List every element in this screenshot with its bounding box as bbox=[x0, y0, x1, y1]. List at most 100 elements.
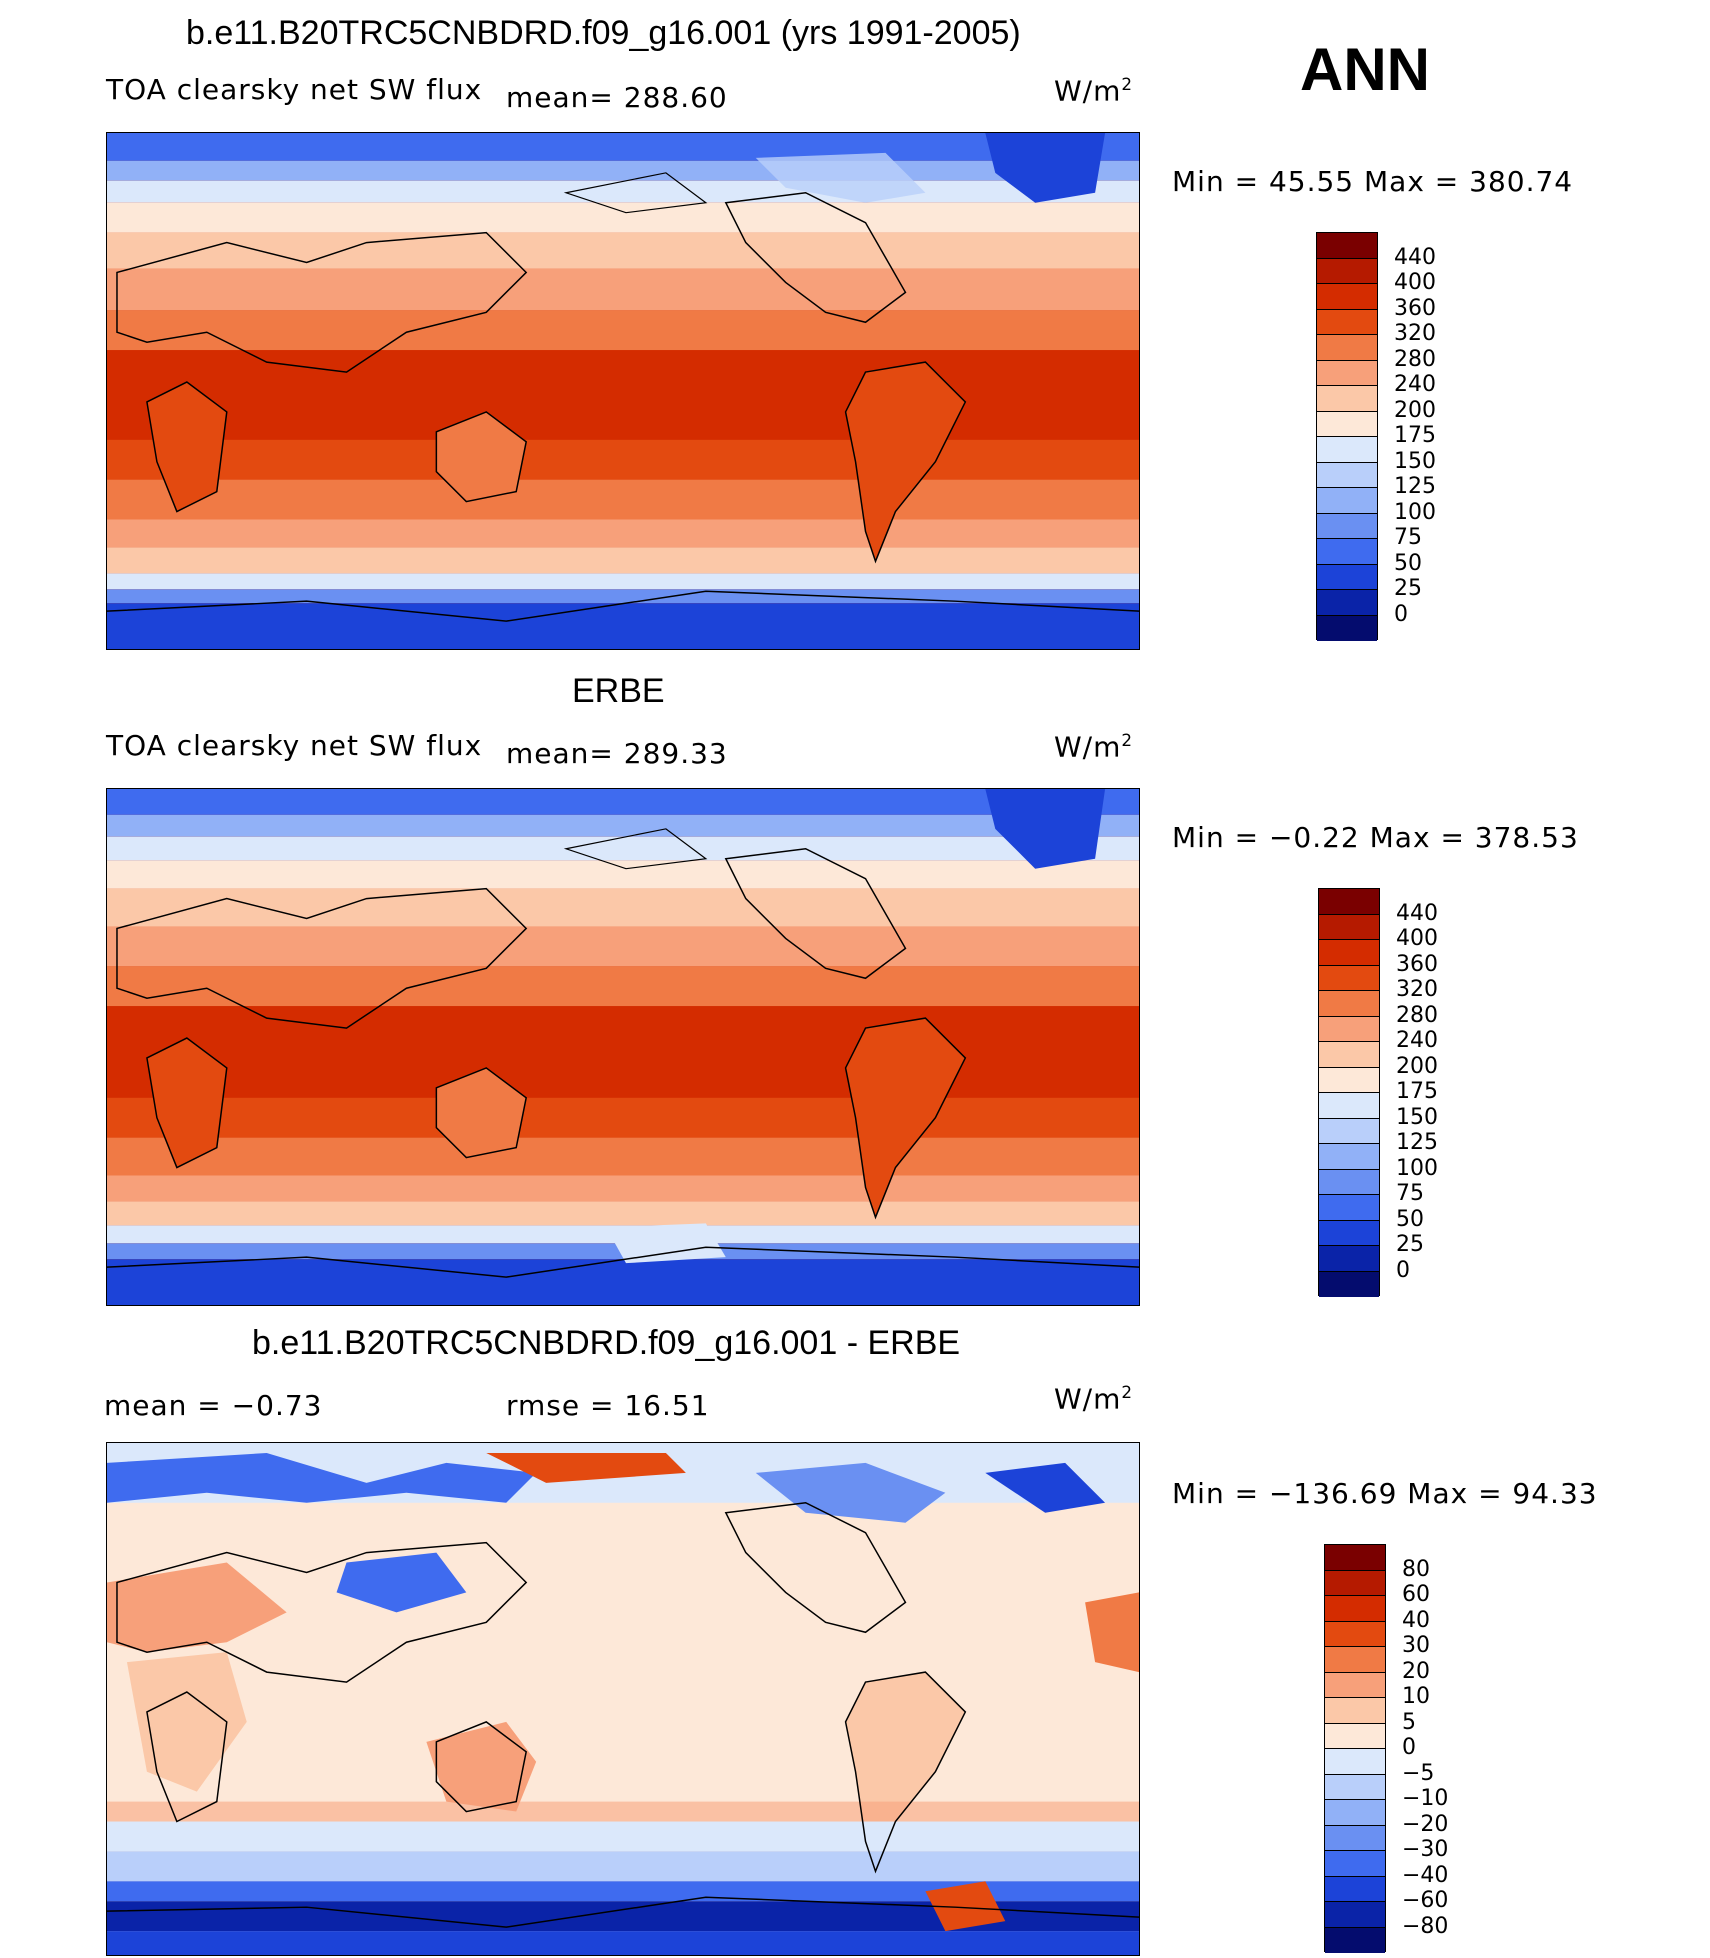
panel3-map bbox=[106, 1442, 1140, 1956]
colorbar-segment bbox=[1319, 914, 1379, 940]
colorbar-tick-label: −10 bbox=[1402, 1786, 1449, 1811]
colorbar-tick-label: −80 bbox=[1402, 1913, 1449, 1939]
colorbar-tick-label: 150 bbox=[1394, 448, 1436, 474]
panel3-map-svg bbox=[107, 1443, 1139, 1955]
colorbar-segment bbox=[1319, 1118, 1379, 1144]
colorbar-segment bbox=[1319, 1246, 1379, 1272]
colorbar-tick-label: 20 bbox=[1402, 1658, 1430, 1684]
colorbar-tick-label: 440 bbox=[1396, 900, 1438, 926]
colorbar-segment bbox=[1325, 1749, 1385, 1775]
colorbar-tick-label: 320 bbox=[1394, 321, 1436, 346]
colorbar-tick-label: −40 bbox=[1402, 1862, 1449, 1888]
colorbar-segment bbox=[1325, 1698, 1385, 1724]
colorbar-segment bbox=[1317, 411, 1377, 437]
colorbar-tick-label: 80 bbox=[1402, 1556, 1430, 1582]
colorbar-tick-label: 280 bbox=[1394, 346, 1436, 372]
colorbar-segment bbox=[1317, 360, 1377, 386]
panel3-minmax: Min = −136.69 Max = 94.33 bbox=[1172, 1477, 1598, 1510]
colorbar-tick-label: 200 bbox=[1396, 1053, 1438, 1079]
colorbar-segment bbox=[1317, 462, 1377, 488]
panel3-rmse: rmse = 16.51 bbox=[506, 1389, 710, 1422]
colorbar-tick-label: 25 bbox=[1396, 1232, 1424, 1257]
colorbar-segment bbox=[1317, 615, 1377, 641]
colorbar-segment bbox=[1317, 437, 1377, 463]
colorbar-tick-label: 360 bbox=[1396, 951, 1438, 977]
colorbar-segment bbox=[1325, 1596, 1385, 1622]
colorbar-segment bbox=[1325, 1825, 1385, 1851]
colorbar-tick-label: 400 bbox=[1396, 926, 1438, 951]
colorbar-segment bbox=[1319, 965, 1379, 991]
panel1-minmax: Min = 45.55 Max = 380.74 bbox=[1172, 165, 1574, 198]
colorbar-segment bbox=[1319, 889, 1379, 915]
colorbar-tick-label: 125 bbox=[1396, 1130, 1438, 1155]
panel2-map-svg bbox=[107, 789, 1139, 1305]
colorbar-tick-label: 60 bbox=[1402, 1582, 1430, 1607]
colorbar-tick-label: 100 bbox=[1394, 499, 1436, 525]
panel1-variable-label: TOA clearsky net SW flux bbox=[106, 73, 483, 106]
colorbar-tick-label: 0 bbox=[1394, 601, 1408, 627]
colorbar-segment bbox=[1325, 1774, 1385, 1800]
colorbar-segment bbox=[1319, 1067, 1379, 1093]
panel2-colorbar bbox=[1318, 888, 1380, 1297]
colorbar-tick-label: 25 bbox=[1394, 576, 1422, 601]
colorbar-tick-label: 150 bbox=[1396, 1104, 1438, 1130]
colorbar-tick-label: 50 bbox=[1396, 1206, 1424, 1232]
panel1-map-svg bbox=[107, 133, 1139, 649]
colorbar-tick-label: 75 bbox=[1396, 1181, 1424, 1206]
colorbar-segment bbox=[1319, 1271, 1379, 1297]
colorbar-tick-label: −5 bbox=[1402, 1760, 1435, 1786]
panel2-units: W/m2 bbox=[1054, 730, 1134, 764]
colorbar-tick-label: 30 bbox=[1402, 1633, 1430, 1658]
colorbar-tick-label: 240 bbox=[1396, 1028, 1438, 1053]
colorbar-segment bbox=[1317, 284, 1377, 310]
colorbar-tick-label: −20 bbox=[1402, 1811, 1449, 1837]
colorbar-segment bbox=[1319, 991, 1379, 1017]
panel3-colorbar bbox=[1324, 1544, 1386, 1953]
colorbar-tick-label: 40 bbox=[1402, 1607, 1430, 1633]
colorbar-segment bbox=[1319, 1169, 1379, 1195]
colorbar-tick-label: 280 bbox=[1396, 1002, 1438, 1028]
colorbar-segment bbox=[1325, 1621, 1385, 1647]
colorbar-tick-label: 320 bbox=[1396, 977, 1438, 1002]
colorbar-tick-label: 10 bbox=[1402, 1684, 1430, 1709]
colorbar-tick-label: 175 bbox=[1396, 1079, 1438, 1104]
colorbar-segment bbox=[1319, 1195, 1379, 1221]
colorbar-tick-label: 175 bbox=[1394, 423, 1436, 448]
panel2-mean: mean= 289.33 bbox=[506, 737, 728, 770]
colorbar-segment bbox=[1325, 1876, 1385, 1902]
colorbar-segment bbox=[1325, 1723, 1385, 1749]
colorbar-segment bbox=[1325, 1851, 1385, 1877]
panel1-title: b.e11.B20TRC5CNBDRD.f09_g16.001 (yrs 199… bbox=[186, 14, 1021, 52]
colorbar-segment bbox=[1319, 1220, 1379, 1246]
colorbar-tick-label: 240 bbox=[1394, 372, 1436, 397]
colorbar-segment bbox=[1317, 539, 1377, 565]
colorbar-segment bbox=[1317, 488, 1377, 514]
panel1-map bbox=[106, 132, 1140, 650]
colorbar-segment bbox=[1325, 1800, 1385, 1826]
colorbar-tick-label: 0 bbox=[1396, 1257, 1410, 1283]
colorbar-segment bbox=[1319, 1042, 1379, 1068]
colorbar-tick-label: 5 bbox=[1402, 1709, 1416, 1735]
colorbar-tick-label: 50 bbox=[1394, 550, 1422, 576]
colorbar-segment bbox=[1317, 386, 1377, 412]
panel2-minmax: Min = −0.22 Max = 378.53 bbox=[1172, 821, 1579, 854]
colorbar-segment bbox=[1319, 1016, 1379, 1042]
panel1-mean: mean= 288.60 bbox=[506, 81, 728, 114]
colorbar-segment bbox=[1325, 1647, 1385, 1673]
colorbar-segment bbox=[1317, 335, 1377, 361]
colorbar-tick-label: 360 bbox=[1394, 295, 1436, 321]
panel1-units: W/m2 bbox=[1054, 74, 1134, 108]
colorbar-tick-label: 0 bbox=[1402, 1735, 1416, 1760]
colorbar-segment bbox=[1317, 258, 1377, 284]
colorbar-segment bbox=[1325, 1902, 1385, 1928]
colorbar-segment bbox=[1319, 1093, 1379, 1119]
colorbar-tick-label: 75 bbox=[1394, 525, 1422, 550]
colorbar-segment bbox=[1319, 1144, 1379, 1170]
colorbar-segment bbox=[1317, 309, 1377, 335]
panel1-colorbar bbox=[1316, 232, 1378, 641]
colorbar-segment bbox=[1317, 590, 1377, 616]
colorbar-tick-label: 200 bbox=[1394, 397, 1436, 423]
panel3-units: W/m2 bbox=[1054, 1382, 1134, 1416]
colorbar-segment bbox=[1325, 1927, 1385, 1953]
colorbar-segment bbox=[1317, 233, 1377, 259]
